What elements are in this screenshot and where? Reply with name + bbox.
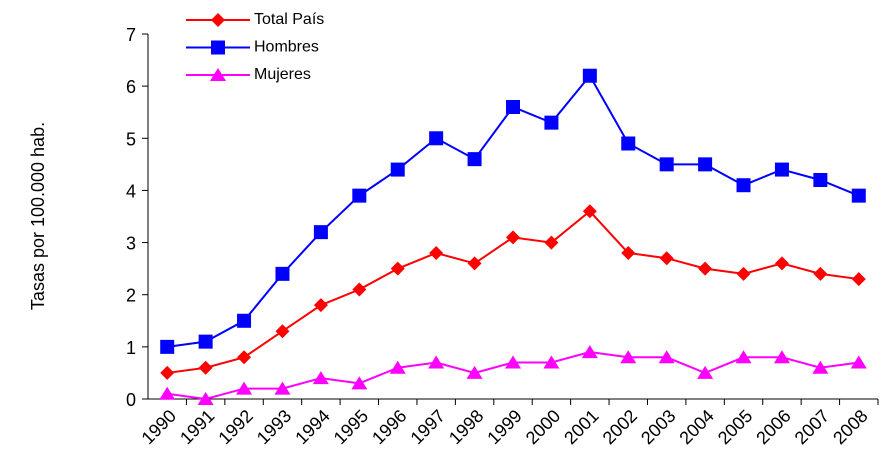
data-point bbox=[774, 162, 789, 177]
data-point bbox=[582, 68, 597, 83]
x-tick-label: 1990 bbox=[138, 406, 180, 448]
y-tick-label: 4 bbox=[126, 181, 136, 201]
data-point bbox=[851, 272, 866, 287]
data-point bbox=[774, 256, 789, 271]
y-tick-label: 1 bbox=[126, 338, 136, 358]
data-point bbox=[352, 282, 367, 297]
data-point bbox=[466, 365, 483, 379]
data-point bbox=[313, 225, 328, 240]
data-point bbox=[237, 313, 252, 328]
data-point bbox=[697, 365, 714, 379]
x-tick-label: 1995 bbox=[330, 406, 372, 448]
legend-label: Hombres bbox=[254, 39, 319, 56]
x-tick-label: 1993 bbox=[253, 406, 295, 448]
data-point bbox=[159, 386, 176, 400]
data-point bbox=[658, 350, 675, 364]
data-point bbox=[429, 131, 444, 146]
data-point bbox=[621, 246, 636, 260]
data-point bbox=[698, 261, 713, 276]
data-point bbox=[197, 392, 214, 405]
data-point bbox=[237, 350, 252, 365]
data-point bbox=[198, 360, 213, 375]
data-point bbox=[389, 360, 406, 374]
data-point bbox=[544, 235, 559, 250]
data-point bbox=[467, 256, 482, 271]
data-point bbox=[813, 173, 828, 187]
data-point bbox=[543, 355, 560, 369]
data-point bbox=[620, 350, 637, 364]
data-point bbox=[736, 178, 751, 193]
data-point bbox=[312, 371, 329, 385]
data-point bbox=[352, 188, 367, 203]
series-line bbox=[167, 73, 860, 348]
x-tick-label: 2001 bbox=[560, 406, 602, 448]
data-point bbox=[698, 157, 713, 172]
legend-marker bbox=[210, 68, 226, 81]
x-tick-label: 1997 bbox=[407, 406, 449, 448]
x-tick-label: 1998 bbox=[445, 406, 487, 448]
x-tick-label: 2005 bbox=[714, 406, 756, 448]
data-point bbox=[736, 266, 751, 281]
x-tick-label: 1999 bbox=[483, 406, 525, 448]
data-point bbox=[390, 261, 405, 276]
data-point bbox=[428, 355, 445, 369]
data-point bbox=[659, 157, 674, 172]
data-point bbox=[621, 136, 636, 151]
x-tick-label: 2004 bbox=[675, 406, 717, 448]
data-point bbox=[735, 350, 752, 364]
y-tick-label: 6 bbox=[126, 77, 136, 97]
x-tick-label: 2007 bbox=[791, 406, 833, 448]
data-point bbox=[506, 100, 520, 114]
y-tick-label: 2 bbox=[126, 286, 136, 306]
data-point bbox=[581, 345, 598, 359]
x-tick-label: 1996 bbox=[368, 406, 410, 448]
data-point bbox=[351, 376, 368, 390]
data-point bbox=[390, 162, 405, 177]
y-tick-label: 3 bbox=[126, 234, 136, 254]
data-point bbox=[160, 339, 175, 354]
data-point bbox=[160, 365, 175, 380]
data-point bbox=[773, 350, 790, 364]
data-point bbox=[582, 204, 597, 219]
x-tick-label: 1994 bbox=[291, 406, 333, 448]
legend-marker bbox=[211, 40, 225, 55]
data-point bbox=[850, 355, 867, 369]
data-point bbox=[544, 115, 559, 130]
data-point bbox=[429, 246, 444, 260]
data-point bbox=[275, 266, 290, 281]
x-tick-label: 2000 bbox=[522, 406, 564, 448]
data-point bbox=[467, 152, 482, 167]
data-point bbox=[236, 381, 253, 395]
data-point bbox=[198, 334, 213, 349]
x-tick-label: 1991 bbox=[176, 406, 218, 448]
data-point bbox=[274, 381, 291, 395]
data-point bbox=[505, 355, 521, 369]
x-tick-label: 2008 bbox=[829, 406, 871, 448]
y-tick-label: 0 bbox=[126, 390, 136, 410]
x-tick-label: 2002 bbox=[599, 406, 641, 448]
x-tick-label: 2006 bbox=[752, 406, 794, 448]
y-axis-label: Tasas por 100.000 hab. bbox=[28, 122, 48, 310]
legend-marker bbox=[211, 13, 225, 27]
data-point bbox=[659, 251, 674, 266]
data-point bbox=[851, 188, 866, 203]
y-tick-label: 5 bbox=[126, 129, 136, 149]
data-point bbox=[313, 298, 328, 313]
data-point bbox=[275, 324, 290, 339]
legend-label: Total País bbox=[254, 11, 324, 28]
legend-label: Mujeres bbox=[254, 66, 311, 83]
x-tick-label: 2003 bbox=[637, 406, 679, 448]
x-tick-label: 1992 bbox=[214, 406, 256, 448]
y-tick-label: 7 bbox=[126, 25, 136, 45]
data-point bbox=[506, 230, 520, 245]
data-point bbox=[813, 266, 828, 281]
data-point bbox=[812, 360, 829, 374]
